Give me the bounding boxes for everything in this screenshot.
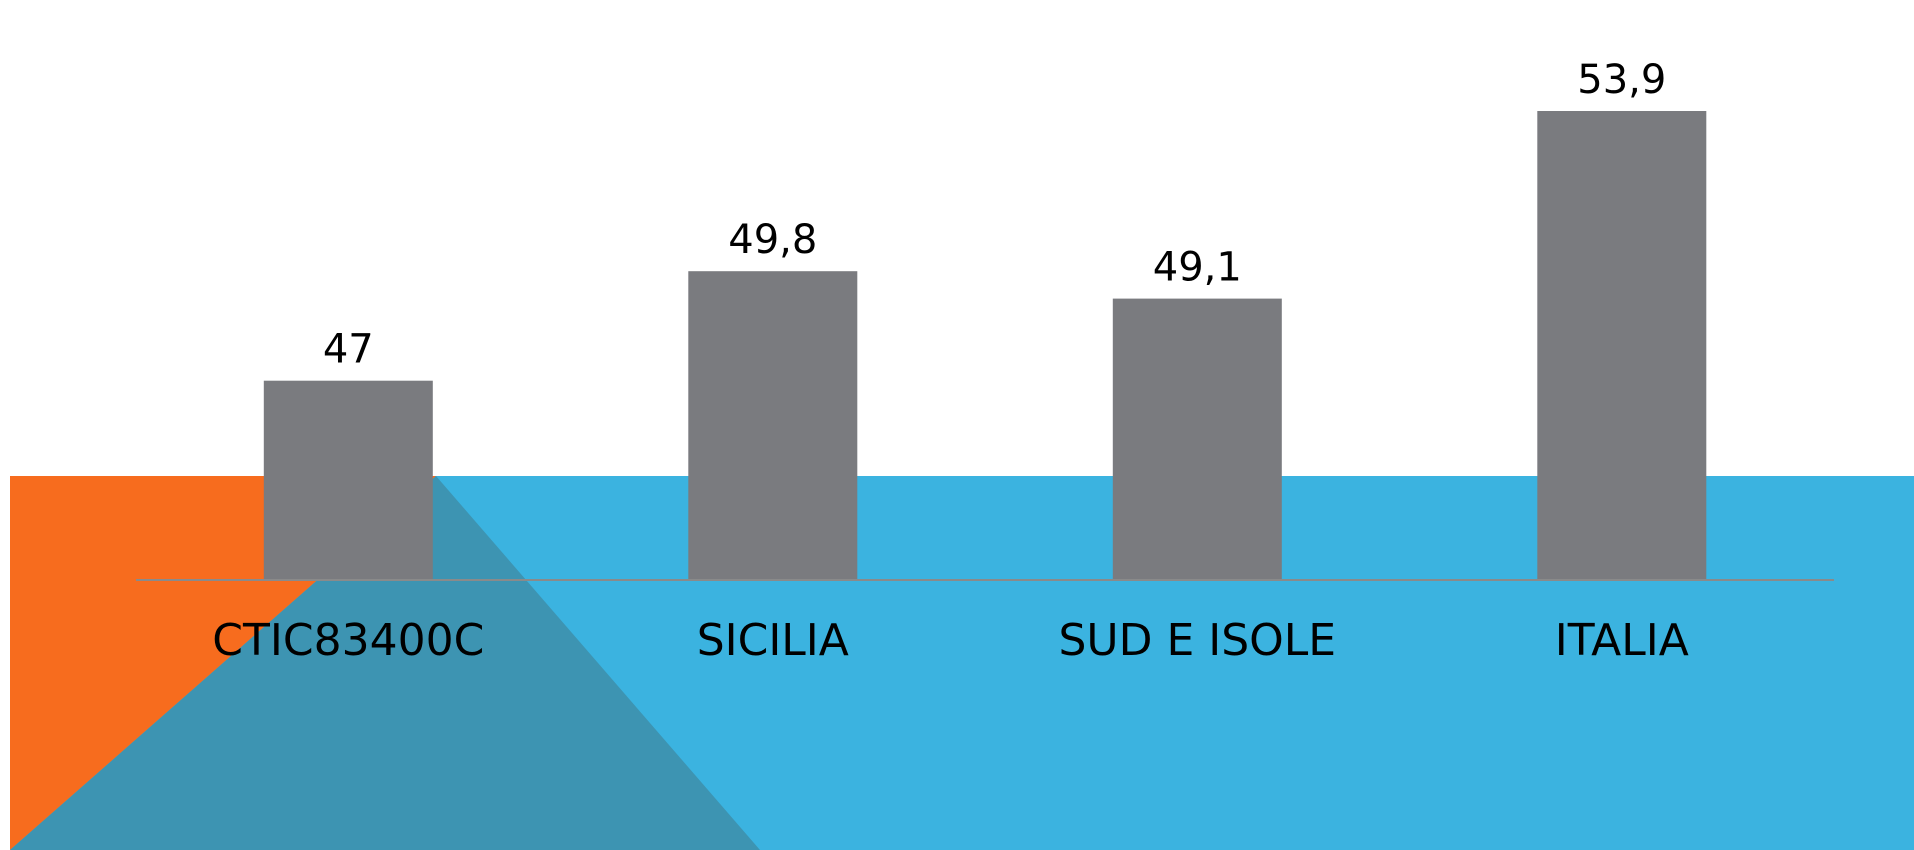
teal-triangle [10, 476, 760, 850]
value-label-1: 49,8 [728, 217, 817, 263]
category-label-0: CTIC83400C [212, 615, 484, 666]
bar-2 [1112, 298, 1282, 580]
value-labels-group: 47 49,8 49,1 53,9 [323, 57, 1666, 373]
value-label-0: 47 [323, 327, 374, 373]
category-label-2: SUD E ISOLE [1058, 615, 1336, 666]
bar-3 [1537, 111, 1707, 580]
value-label-2: 49,1 [1153, 245, 1242, 291]
bars-group [263, 111, 1707, 580]
category-labels-group: CTIC83400C SICILIA SUD E ISOLE ITALIA [212, 615, 1689, 666]
bar-0 [263, 380, 433, 580]
bar-1 [688, 271, 858, 580]
category-label-3: ITALIA [1555, 615, 1689, 666]
value-label-3: 53,9 [1577, 57, 1666, 103]
category-label-1: SICILIA [697, 615, 849, 666]
